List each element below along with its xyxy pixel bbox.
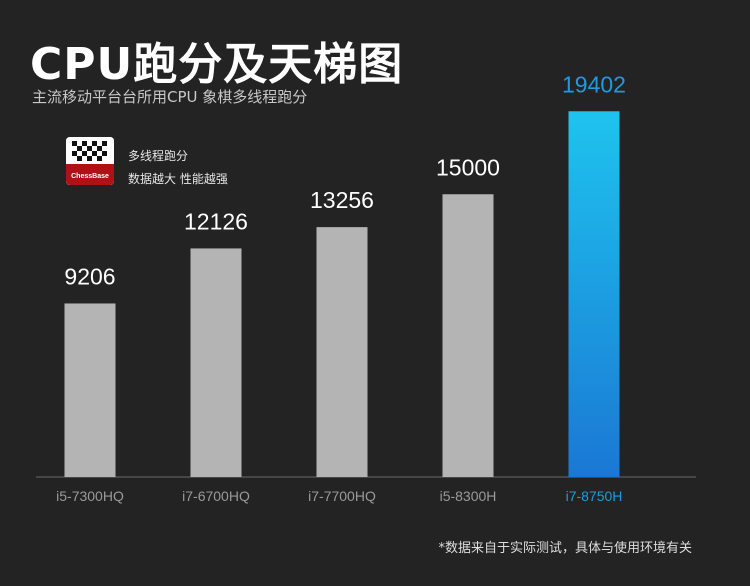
value-label-i7-8750H: 19402 [562,71,626,97]
footnote: *数据来自于实际测试，具体与使用环境有关 [438,541,692,556]
bar-i7-6700HQ [190,248,242,477]
value-label-i5-8300H: 15000 [436,154,500,180]
bar-i7-7700HQ [316,227,368,477]
category-label-i7-6700HQ: i7-6700HQ [182,488,250,504]
logo-text: ChessBase [71,173,109,180]
value-label-i5-7300HQ: 9206 [64,263,115,289]
value-label-i7-6700HQ: 12126 [184,208,248,234]
bar-i7-8750H [568,111,620,477]
legend-line-1: 多线程跑分 [128,149,189,163]
bar-i5-7300HQ [64,303,116,477]
chart-subtitle: 主流移动平台台所用CPU 象棋多线程跑分 [32,88,308,106]
bar-i5-8300H [442,194,494,477]
category-label-i5-7300HQ: i5-7300HQ [56,488,124,504]
category-label-i7-7700HQ: i7-7700HQ [308,488,376,504]
category-label-i7-8750H: i7-8750H [566,488,623,504]
chessbase-logo: ChessBase [66,137,114,185]
chart-title: CPU跑分及天梯图 [30,39,404,90]
value-label-i7-7700HQ: 13256 [310,187,374,213]
category-label-i5-8300H: i5-8300H [440,488,497,504]
legend-line-2: 数据越大 性能越强 [128,172,228,186]
